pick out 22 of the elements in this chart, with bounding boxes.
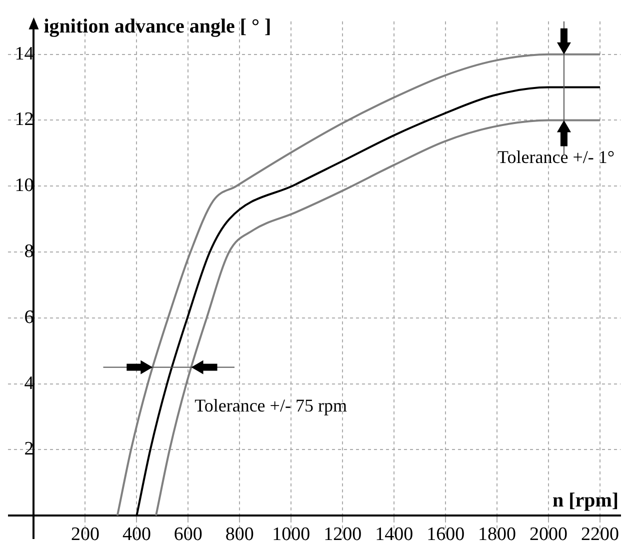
y-axis-title: ignition advance angle [ ° ] [44, 16, 272, 38]
y-tick-label: 2 [24, 438, 34, 460]
x-tick-label: 600 [174, 524, 202, 545]
x-tick-label: 800 [225, 524, 254, 545]
y-tick-label: 14 [14, 43, 34, 64]
x-tick-label: 2200 [581, 524, 619, 545]
annotation: Tolerance +/- 75 rpm [194, 396, 347, 416]
y-tick-label: 8 [24, 240, 34, 262]
annotation: Tolerance +/- 1° [498, 146, 615, 167]
y-tick-label: 12 [14, 109, 34, 130]
x-tick-label: 1600 [426, 524, 465, 545]
x-tick-label: 1200 [324, 524, 362, 545]
y-tick-label: 6 [24, 306, 34, 328]
x-tick-label: 2000 [530, 524, 568, 545]
x-tick-label: 1400 [375, 524, 414, 545]
x-tick-label: 1000 [272, 524, 310, 545]
y-tick-label: 10 [14, 175, 34, 196]
x-tick-label: 1800 [478, 524, 516, 545]
x-tick-label: 400 [122, 524, 151, 545]
y-tick-label: 4 [24, 372, 34, 394]
x-axis-title: n [rpm] [552, 490, 619, 512]
x-tick-label: 200 [70, 524, 100, 545]
